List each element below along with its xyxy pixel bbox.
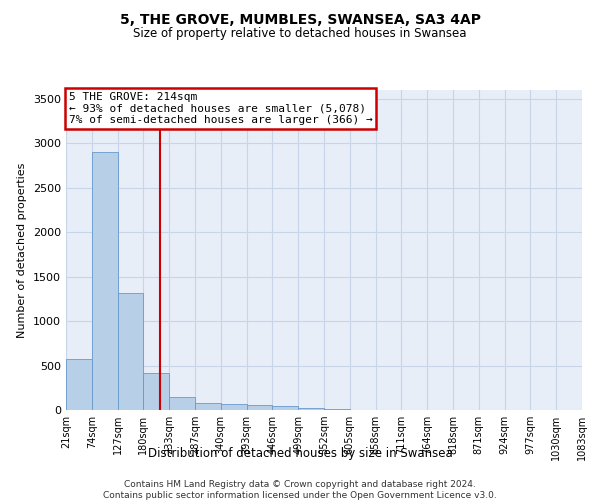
Bar [272, 406, 298, 410]
Text: Contains HM Land Registry data © Crown copyright and database right 2024.: Contains HM Land Registry data © Crown c… [124, 480, 476, 489]
Bar [195, 403, 221, 410]
Bar [298, 408, 324, 410]
Text: Size of property relative to detached houses in Swansea: Size of property relative to detached ho… [133, 28, 467, 40]
Text: Contains public sector information licensed under the Open Government Licence v3: Contains public sector information licen… [103, 491, 497, 500]
Text: 5, THE GROVE, MUMBLES, SWANSEA, SA3 4AP: 5, THE GROVE, MUMBLES, SWANSEA, SA3 4AP [119, 12, 481, 26]
Y-axis label: Number of detached properties: Number of detached properties [17, 162, 28, 338]
Bar [324, 409, 350, 410]
Text: Distribution of detached houses by size in Swansea: Distribution of detached houses by size … [148, 448, 452, 460]
Bar [247, 405, 272, 410]
Text: 5 THE GROVE: 214sqm
← 93% of detached houses are smaller (5,078)
7% of semi-deta: 5 THE GROVE: 214sqm ← 93% of detached ho… [68, 92, 373, 125]
Bar [169, 396, 195, 410]
Bar [66, 360, 92, 410]
Bar [221, 404, 247, 410]
Bar [92, 152, 118, 410]
Bar [118, 292, 143, 410]
Bar [143, 373, 169, 410]
